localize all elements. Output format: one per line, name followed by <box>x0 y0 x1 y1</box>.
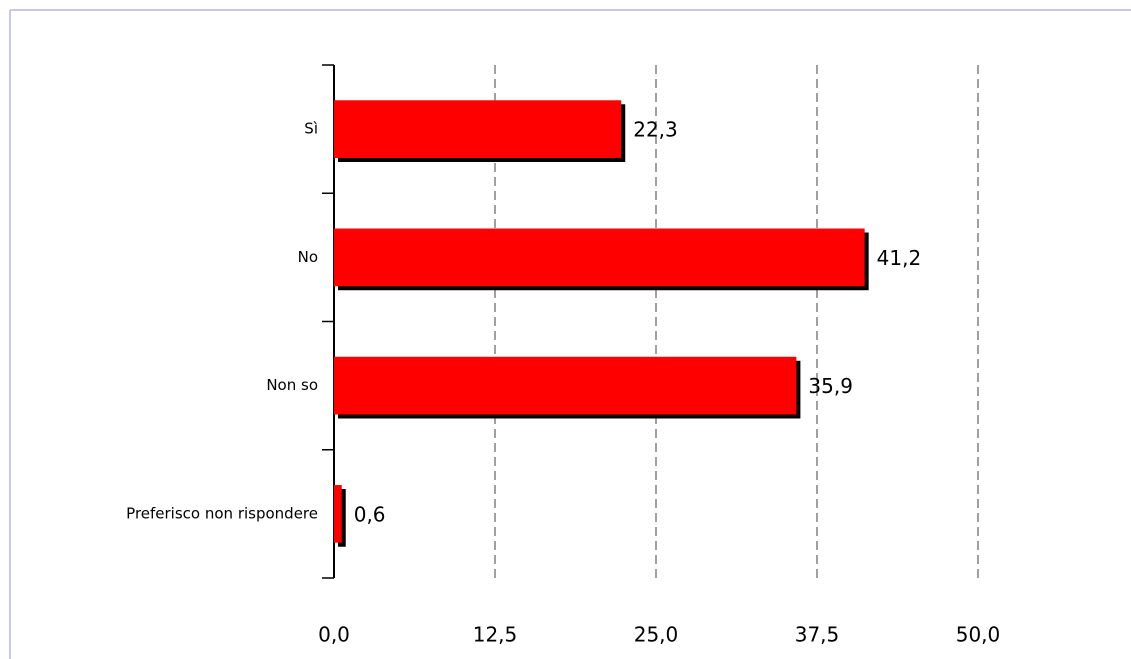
value-label: 22,3 <box>633 118 678 142</box>
value-label: 41,2 <box>877 246 922 270</box>
x-tick-label: 25,0 <box>634 623 679 647</box>
x-tick-label: 37,5 <box>795 623 840 647</box>
bar <box>334 485 342 543</box>
bar <box>334 100 622 158</box>
y-tick-label: Sì <box>304 120 318 138</box>
x-tick-label: 12,5 <box>473 623 518 647</box>
x-tick-label: 0,0 <box>318 623 350 647</box>
value-label: 35,9 <box>808 374 853 398</box>
y-tick-label: No <box>298 248 318 266</box>
bar <box>334 356 797 415</box>
y-tick-label: Non so <box>266 376 318 394</box>
bar <box>334 228 865 287</box>
value-label: 0,6 <box>354 502 386 526</box>
bar-shadow <box>338 489 346 547</box>
x-tick-label: 50,0 <box>956 623 1001 647</box>
y-tick-label: Preferisco non rispondere <box>126 504 318 522</box>
